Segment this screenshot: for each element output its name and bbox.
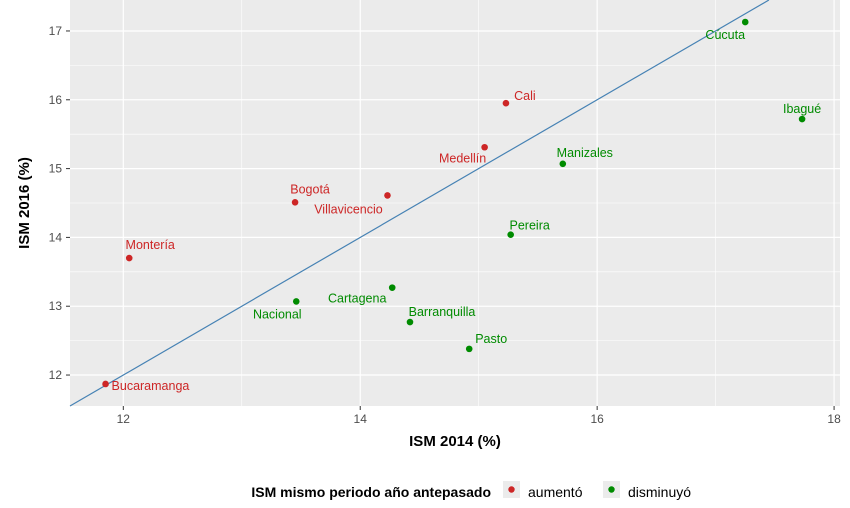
x-tick-label: 12 [117, 412, 131, 426]
point-cali [502, 99, 510, 107]
point-pereira [507, 231, 514, 238]
y-tick-label: 13 [49, 299, 63, 313]
legend-marker-aumento [508, 486, 515, 493]
point-label-villavicencio: Villavicencio [314, 202, 383, 216]
grid-lines [70, 0, 840, 406]
point-villavicencio [384, 192, 391, 199]
legend-key-aumento: aumentó [503, 481, 583, 500]
point-medellin [481, 143, 488, 151]
legend-label-disminuyo: disminuyó [628, 484, 691, 500]
x-tick-label: 16 [590, 412, 604, 426]
point-label-cucuta: Cúcuta [705, 28, 745, 42]
x-axis-title: ISM 2014 (%) [409, 433, 501, 450]
point-label-cali: Cali [514, 89, 536, 103]
point-monteria [125, 254, 133, 262]
y-tick-label: 12 [49, 368, 63, 382]
point-bogota [291, 199, 299, 206]
point-cucuta [741, 18, 749, 26]
point-label-pereira: Pereira [510, 219, 550, 233]
identity-line [69, 0, 770, 407]
point-label-manizales: Manizales [557, 146, 613, 160]
point-pasto [465, 345, 473, 353]
point-manizales [559, 160, 567, 168]
data-points: Cúcuta Cali Ibagué Medellín Manizales Bogotá V… [102, 18, 821, 393]
x-tick-label: 18 [827, 412, 841, 426]
point-label-monteria: Montería [126, 238, 175, 252]
point-label-bogota: Bogotá [290, 182, 330, 196]
legend-key-disminuyo: disminuyó [603, 481, 691, 500]
y-axis-title: ISM 2016 (%) [16, 157, 33, 249]
point-label-barranquilla: Barranquilla [409, 305, 476, 319]
x-tick-label: 14 [354, 412, 368, 426]
point-label-ibague: Ibagué [783, 102, 821, 116]
y-tick-label: 15 [49, 162, 63, 176]
legend-title: ISM mismo periodo año antepasado [251, 484, 491, 500]
point-barranquilla [406, 318, 414, 326]
point-bucaramanga [102, 380, 109, 388]
point-label-nacional: Nacional [253, 307, 302, 321]
y-tick-label: 16 [49, 93, 63, 107]
point-label-cartagena: Cartagena [328, 292, 386, 306]
reference-line [69, 0, 770, 407]
point-label-medellin: Medellín [439, 151, 486, 165]
point-ibague [798, 115, 806, 123]
point-label-pasto: Pasto [475, 332, 507, 346]
legend-label-aumento: aumentó [528, 484, 583, 500]
point-label-bucaramanga: Bucaramanga [112, 379, 190, 393]
axis-ticks: 12 14 16 18 12 13 14 15 16 17 [49, 24, 841, 426]
point-cartagena [388, 284, 396, 291]
y-tick-label: 17 [49, 24, 63, 38]
legend: ISM mismo periodo año antepasado aumentó… [251, 481, 691, 500]
point-nacional [292, 298, 300, 305]
legend-marker-disminuyo [608, 486, 615, 493]
y-tick-label: 14 [49, 230, 63, 244]
